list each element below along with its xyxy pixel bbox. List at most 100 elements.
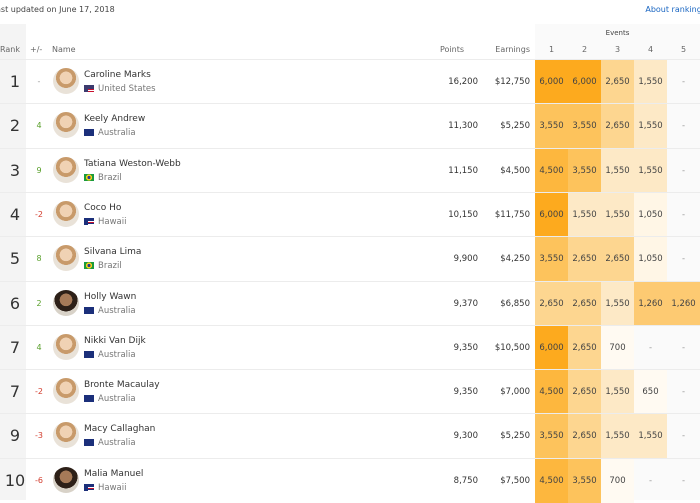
top-bar: ast updated on June 17, 2018 About ranki… bbox=[0, 0, 700, 24]
event-5-score: - bbox=[681, 431, 686, 442]
country-label: Brazil bbox=[98, 172, 122, 183]
rank-change: -3 bbox=[35, 431, 43, 441]
rank-change: 9 bbox=[36, 165, 42, 175]
table-row[interactable]: 6 2 Holly Wawn Australia 9,370 $6,850 2,650 2,6… bbox=[0, 280, 700, 326]
rank-column-header[interactable]: Rank bbox=[0, 45, 20, 54]
au-flag-icon bbox=[84, 306, 94, 314]
rank-value: 2 bbox=[9, 116, 21, 136]
table-row[interactable]: 5 8 Silvana Lima Brazil 9,900 $4,250 3,550 2,65… bbox=[0, 236, 700, 282]
event-3-header[interactable]: 3 bbox=[614, 45, 621, 54]
surfer-name[interactable]: Silvana Lima bbox=[84, 247, 142, 258]
event-1-score: 6,000 bbox=[535, 325, 568, 370]
earnings-value: $6,850 bbox=[500, 298, 530, 309]
table-row[interactable]: 9 -3 Macy Callaghan Australia 9,300 $5,250 3,5… bbox=[0, 413, 700, 459]
change-column-header[interactable]: +/- bbox=[30, 45, 43, 54]
rank-change: 8 bbox=[36, 254, 42, 264]
event-4-score: 1,550 bbox=[634, 104, 667, 149]
table-row[interactable]: 10 -6 Malia Manuel Hawaii 8,750 $7,500 4,500 3,… bbox=[0, 457, 700, 503]
event-1-score: 6,000 bbox=[535, 60, 568, 104]
avatar[interactable] bbox=[53, 112, 79, 139]
surfer-name[interactable]: Coco Ho bbox=[84, 202, 122, 213]
surfer-name[interactable]: Nikki Van Dijk bbox=[84, 335, 146, 346]
earnings-value: $5,250 bbox=[500, 121, 530, 132]
avatar[interactable] bbox=[53, 200, 79, 227]
surfer-name[interactable]: Bronte Macaulay bbox=[84, 380, 160, 391]
surfer-country: Australia bbox=[84, 350, 136, 360]
earnings-value: $5,250 bbox=[500, 431, 530, 442]
rank-value: 10 bbox=[4, 470, 26, 490]
points-value: 11,150 bbox=[448, 165, 478, 176]
event-5-score: - bbox=[681, 165, 686, 176]
event-2-header[interactable]: 2 bbox=[581, 45, 588, 54]
rank-value: 6 bbox=[9, 293, 21, 313]
table-row[interactable]: 2 4 Keely Andrew Australia 11,300 $5,250 3,550… bbox=[0, 103, 700, 149]
event-1-header[interactable]: 1 bbox=[548, 45, 555, 54]
surfer-country: Australia bbox=[84, 128, 136, 138]
rank-change: 2 bbox=[36, 298, 42, 308]
points-column-header[interactable]: Points bbox=[439, 45, 464, 54]
event-1-score: 4,500 bbox=[535, 458, 568, 503]
event-1-score: 3,550 bbox=[535, 414, 568, 459]
avatar[interactable] bbox=[53, 333, 79, 360]
surfer-country: Australia bbox=[84, 438, 136, 448]
surfer-name[interactable]: Tatiana Weston-Webb bbox=[84, 158, 181, 169]
last-updated-text: ast updated on June 17, 2018 bbox=[0, 5, 115, 14]
country-label: Hawaii bbox=[98, 482, 127, 493]
rank-value: 3 bbox=[9, 160, 21, 180]
avatar[interactable] bbox=[53, 156, 79, 183]
event-3-score: 2,650 bbox=[601, 237, 634, 282]
avatar[interactable] bbox=[53, 422, 79, 449]
au-flag-icon bbox=[84, 129, 94, 137]
earnings-value: $12,750 bbox=[494, 77, 530, 87]
event-5-score: - bbox=[681, 121, 686, 132]
event-3-score: 1,550 bbox=[601, 192, 634, 237]
event-3-score: 1,550 bbox=[601, 414, 634, 459]
table-row[interactable]: 4 -2 Coco Ho Hawaii 10,150 $11,750 6,000 1,550 1… bbox=[0, 191, 700, 237]
avatar[interactable] bbox=[53, 466, 79, 493]
surfer-name[interactable]: Keely Andrew bbox=[84, 114, 146, 125]
avatar[interactable] bbox=[53, 378, 79, 405]
au-flag-icon bbox=[84, 395, 94, 403]
event-5-score: 1,260 bbox=[667, 281, 700, 326]
table-row[interactable]: 3 9 Tatiana Weston-Webb Brazil 11,150 $4,500 4… bbox=[0, 147, 700, 193]
rank-change: - bbox=[37, 77, 41, 86]
event-4-header[interactable]: 4 bbox=[647, 45, 654, 54]
points-value: 9,300 bbox=[453, 431, 478, 442]
avatar[interactable] bbox=[53, 245, 79, 272]
surfer-country: Australia bbox=[84, 394, 136, 404]
event-5-header[interactable]: 5 bbox=[680, 45, 687, 54]
rank-change: -6 bbox=[35, 475, 43, 485]
events-group-header: Events bbox=[605, 29, 630, 37]
avatar[interactable] bbox=[53, 289, 79, 316]
rank-change: 4 bbox=[36, 342, 42, 352]
event-1-score: 4,500 bbox=[535, 370, 568, 415]
surfer-name[interactable]: Caroline Marks bbox=[84, 70, 151, 80]
event-5-score: - bbox=[681, 342, 686, 353]
surfer-name[interactable]: Holly Wawn bbox=[84, 291, 137, 302]
points-value: 9,370 bbox=[453, 298, 478, 309]
event-5-score: - bbox=[681, 254, 686, 265]
rank-value: 7 bbox=[9, 337, 21, 357]
event-4-score: 1,260 bbox=[634, 281, 667, 326]
event-4-score: 650 bbox=[634, 370, 667, 415]
table-row[interactable]: 7 4 Nikki Van Dijk Australia 9,350 $10,500 6,0… bbox=[0, 324, 700, 370]
table-row[interactable]: 1 - Caroline Marks United States 16,200 $12,7… bbox=[0, 59, 700, 104]
event-5-score: - bbox=[681, 209, 686, 220]
country-label: Australia bbox=[98, 305, 136, 316]
event-4-score: 1,050 bbox=[634, 192, 667, 237]
name-column-header[interactable]: Name bbox=[52, 45, 76, 54]
earnings-column-header[interactable]: Earnings bbox=[495, 45, 530, 54]
event-2-score: 6,000 bbox=[568, 60, 601, 104]
table-row[interactable]: 7 -2 Bronte Macaulay Australia 9,350 $7,000 4,… bbox=[0, 369, 700, 415]
surfer-name[interactable]: Malia Manuel bbox=[84, 468, 144, 479]
rank-value: 5 bbox=[9, 249, 21, 269]
event-2-score: 2,650 bbox=[568, 370, 601, 415]
surfer-name[interactable]: Macy Callaghan bbox=[84, 424, 156, 435]
rank-change: -2 bbox=[35, 209, 43, 219]
avatar[interactable] bbox=[53, 68, 79, 94]
event-3-score: 1,550 bbox=[601, 370, 634, 415]
event-3-score: 2,650 bbox=[601, 104, 634, 149]
about-rankings-link[interactable]: About rankings bbox=[645, 5, 700, 14]
surfer-country: Brazil bbox=[84, 261, 122, 271]
earnings-value: $10,500 bbox=[494, 342, 530, 353]
